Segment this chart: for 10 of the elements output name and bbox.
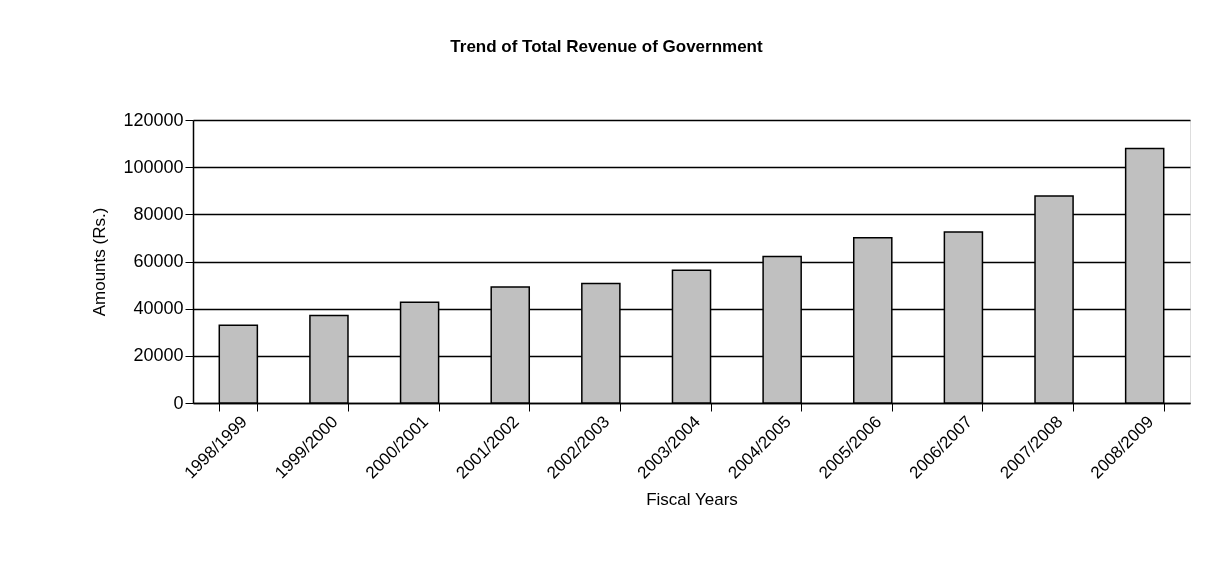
y-axis-title: Amounts (Rs.) bbox=[90, 207, 110, 317]
x-axis-title: Fiscal Years bbox=[646, 489, 738, 509]
y-tick-label: 120000 bbox=[123, 109, 184, 130]
y-tick-label: 60000 bbox=[133, 251, 184, 271]
y-tick-label: 80000 bbox=[133, 203, 184, 224]
y-tick-label: 0 bbox=[173, 392, 184, 413]
y-tick-label: 40000 bbox=[133, 298, 184, 319]
y-tick-label: 20000 bbox=[133, 345, 184, 366]
chart-title: Trend of Total Revenue of Government bbox=[450, 37, 763, 56]
y-tick-label: 100000 bbox=[123, 156, 184, 177]
